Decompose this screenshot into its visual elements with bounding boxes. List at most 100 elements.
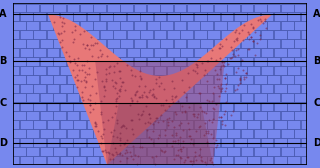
Bar xyxy=(241,75,253,84)
Point xyxy=(157,76,162,78)
Bar xyxy=(247,48,260,57)
Point xyxy=(107,71,112,74)
Point xyxy=(235,88,240,91)
Point xyxy=(88,104,93,107)
Point xyxy=(183,110,188,113)
Bar xyxy=(281,93,293,102)
Bar xyxy=(200,129,213,138)
Bar xyxy=(180,30,193,39)
Text: C: C xyxy=(313,98,320,108)
Point xyxy=(190,112,195,115)
Point xyxy=(122,89,127,92)
Bar xyxy=(247,66,260,75)
Point xyxy=(219,60,224,62)
Bar xyxy=(133,129,146,138)
Bar xyxy=(274,30,287,39)
Point xyxy=(180,129,185,131)
Point xyxy=(164,117,169,120)
Bar xyxy=(147,22,160,30)
Point xyxy=(101,128,106,130)
Bar xyxy=(214,147,227,156)
Point xyxy=(235,38,240,41)
Text: D: D xyxy=(313,138,320,148)
Point xyxy=(146,91,151,94)
Bar xyxy=(274,156,287,164)
Bar xyxy=(301,30,314,39)
Bar xyxy=(154,84,166,93)
Point xyxy=(123,127,128,129)
Bar xyxy=(308,147,320,156)
Bar xyxy=(287,84,300,93)
Point xyxy=(210,121,215,124)
Point xyxy=(87,103,92,106)
Point xyxy=(82,75,87,78)
Point xyxy=(152,162,157,165)
Point xyxy=(171,140,176,142)
Bar xyxy=(46,120,59,129)
Point xyxy=(251,40,256,43)
Bar xyxy=(247,84,260,93)
Point xyxy=(248,23,253,26)
Bar xyxy=(254,57,267,66)
Point xyxy=(240,39,245,41)
Bar xyxy=(87,12,100,21)
Point xyxy=(210,117,215,120)
Bar xyxy=(247,138,260,146)
Point xyxy=(199,61,204,64)
Bar xyxy=(147,129,160,138)
Point xyxy=(193,129,198,132)
Point xyxy=(196,125,201,128)
Bar xyxy=(174,129,187,138)
Bar xyxy=(214,4,227,12)
Bar xyxy=(214,129,227,138)
Bar xyxy=(281,147,293,156)
Point xyxy=(86,67,91,70)
Point xyxy=(186,127,191,130)
Bar xyxy=(6,102,19,111)
Bar xyxy=(227,39,240,48)
Bar xyxy=(267,129,280,138)
Bar xyxy=(13,147,26,156)
Point xyxy=(150,122,155,125)
Point xyxy=(243,76,248,78)
Bar xyxy=(60,84,73,93)
Bar xyxy=(267,93,280,102)
Point xyxy=(223,110,228,113)
Bar xyxy=(20,120,33,129)
Bar xyxy=(234,12,247,21)
Polygon shape xyxy=(107,103,213,165)
Point xyxy=(198,148,203,150)
Point xyxy=(114,153,119,155)
Point xyxy=(135,100,140,103)
Point xyxy=(218,65,223,68)
Point xyxy=(61,30,66,33)
Bar xyxy=(220,84,233,93)
Bar xyxy=(301,156,314,164)
Bar xyxy=(133,57,146,66)
Bar xyxy=(274,66,287,75)
Point xyxy=(114,97,119,100)
Bar xyxy=(73,138,86,146)
Bar xyxy=(167,12,180,21)
Bar xyxy=(200,57,213,66)
Bar xyxy=(261,30,274,39)
Bar xyxy=(301,12,314,21)
Bar xyxy=(274,48,287,57)
Point xyxy=(190,68,195,71)
Point xyxy=(123,141,128,144)
Point xyxy=(208,57,213,60)
Bar xyxy=(46,102,59,111)
Point xyxy=(137,146,142,149)
Bar xyxy=(87,156,100,164)
Bar xyxy=(294,57,307,66)
Point xyxy=(205,60,210,62)
Bar xyxy=(73,102,86,111)
Bar xyxy=(147,4,160,12)
Bar xyxy=(127,30,140,39)
Bar xyxy=(214,75,227,84)
Bar xyxy=(133,22,146,30)
Bar xyxy=(40,75,53,84)
Bar xyxy=(301,138,314,146)
Point xyxy=(110,134,116,137)
Point xyxy=(140,113,145,115)
